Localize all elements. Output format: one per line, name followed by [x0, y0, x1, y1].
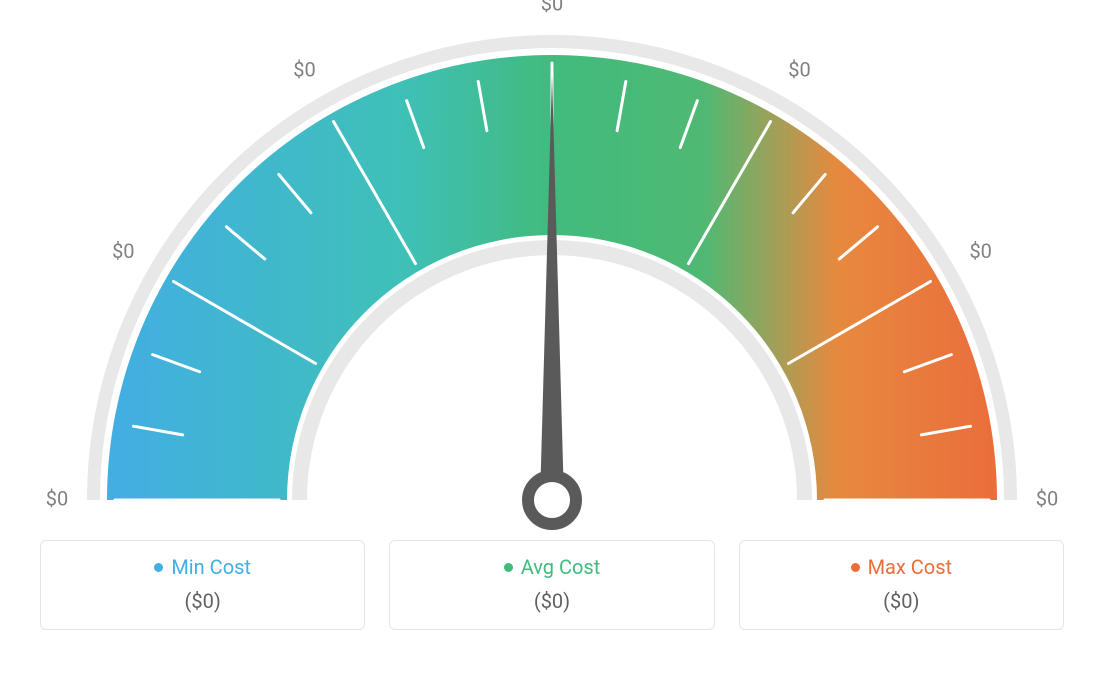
legend-row: Min Cost ($0) Avg Cost ($0) Max Cost ($0) [0, 540, 1104, 630]
legend-dot [504, 563, 513, 572]
legend-label: Min Cost [171, 555, 251, 579]
legend-card: Max Cost ($0) [739, 540, 1064, 630]
legend-label: Avg Cost [521, 555, 601, 579]
legend-value: ($0) [51, 589, 354, 613]
legend-dot [154, 563, 163, 572]
gauge-chart: $0 $0 $0 $0 $0 $0 $0 [0, 0, 1104, 540]
gauge-needle-pivot [528, 476, 576, 524]
gauge-svg: $0 $0 $0 $0 $0 $0 $0 [0, 0, 1104, 540]
legend-label-row: Max Cost [750, 555, 1053, 579]
legend-label-row: Avg Cost [400, 555, 703, 579]
gauge-tick-label: $0 [541, 0, 563, 15]
gauge-tick-label: $0 [1036, 486, 1058, 510]
legend-value: ($0) [750, 589, 1053, 613]
gauge-tick-label: $0 [46, 486, 68, 510]
legend-dot [851, 563, 860, 572]
legend-card: Avg Cost ($0) [389, 540, 714, 630]
gauge-tick-label: $0 [788, 58, 810, 82]
gauge-tick-label: $0 [112, 239, 134, 263]
legend-label-row: Min Cost [51, 555, 354, 579]
legend-label: Max Cost [868, 555, 953, 579]
gauge-tick-label: $0 [969, 239, 991, 263]
legend-card: Min Cost ($0) [40, 540, 365, 630]
legend-value: ($0) [400, 589, 703, 613]
gauge-tick-label: $0 [293, 58, 315, 82]
